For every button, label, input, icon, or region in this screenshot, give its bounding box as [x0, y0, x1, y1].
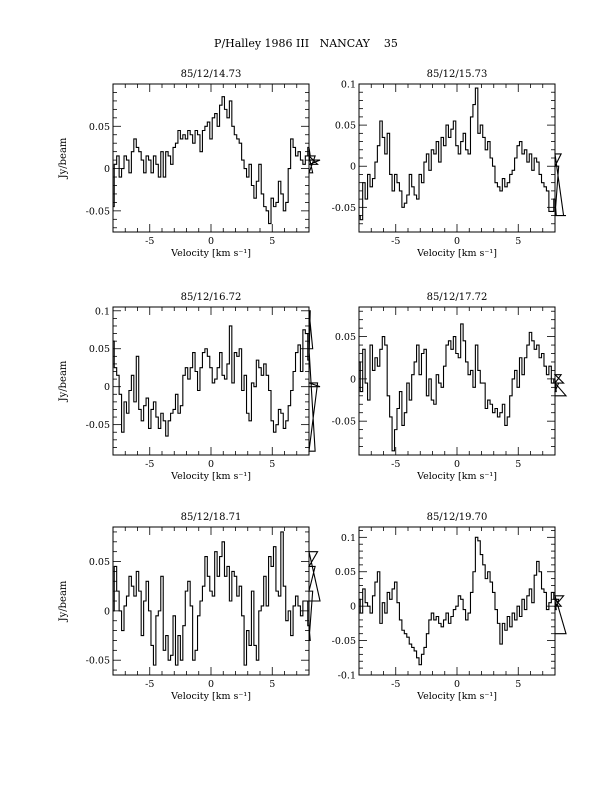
y-tick-label: 0.1 [95, 306, 110, 317]
plot-frame [112, 83, 310, 233]
x-tick-label: -5 [145, 236, 154, 247]
y-tick-label: 0 [104, 164, 110, 175]
x-axis-label: Velocity [km s⁻¹] [170, 248, 251, 259]
y-tick-label: 0.05 [335, 121, 356, 132]
spectrum-line [359, 323, 568, 452]
spectrum-line [359, 536, 567, 666]
panel-title: 85/12/14.73 [181, 69, 242, 80]
y-tick-label: 0 [104, 606, 110, 617]
x-tick-label: 0 [208, 236, 214, 247]
x-tick-label: -5 [145, 679, 154, 690]
x-tick-label: 5 [269, 679, 275, 690]
x-axis-label: Velocity [km s⁻¹] [416, 248, 497, 259]
x-tick-label: 0 [454, 459, 460, 470]
y-tick-label: 0.05 [89, 557, 110, 568]
x-axis-label: Velocity [km s⁻¹] [170, 471, 251, 482]
panel-3: 85/12/16.72 -5 0 5 -0.05 0 0.05 0.1 Velocity [km… [58, 292, 321, 482]
x-tick-label: 0 [454, 236, 460, 247]
x-axis-label: Velocity [km s⁻¹] [416, 691, 497, 702]
x-tick-label: 5 [515, 679, 521, 690]
x-tick-label: -5 [145, 459, 154, 470]
x-tick-label: 5 [515, 459, 521, 470]
spectrum-line [113, 531, 321, 666]
y-axis-label: Jy/beam [58, 580, 69, 622]
y-axis-label: Jy/beam [58, 137, 69, 179]
x-tick-label: -5 [391, 236, 400, 247]
plot-frame [358, 306, 556, 456]
panel-5: 85/12/18.71 -5 0 5 -0.05 0 0.05 Velocity [km s⁻… [58, 512, 321, 702]
x-tick-label: 5 [269, 459, 275, 470]
y-tick-label: 0 [350, 374, 356, 385]
y-tick-label: -0.1 [338, 671, 356, 682]
panel-title: 85/12/15.73 [427, 69, 488, 80]
spectrum-line [113, 96, 321, 225]
panel-1: 85/12/14.73 -5 0 5 -0.05 0 0.05 Velocity [km s⁻… [58, 69, 321, 259]
panel-4: 85/12/17.72 -5 0 5 -0.05 0 0.05 Velocity [km s⁻… [332, 292, 568, 482]
y-tick-label: -0.05 [332, 636, 356, 647]
y-tick-label: 0.05 [89, 344, 110, 355]
y-tick-label: 0.1 [341, 80, 356, 91]
y-tick-label: -0.05 [332, 203, 356, 214]
y-tick-label: 0.05 [89, 122, 110, 133]
y-tick-label: 0 [350, 602, 356, 613]
spectrum-line [359, 87, 567, 221]
spectrum-line [113, 310, 321, 452]
x-tick-label: 0 [454, 679, 460, 690]
y-tick-label: 0 [104, 382, 110, 393]
x-tick-label: 5 [269, 236, 275, 247]
y-tick-label: 0 [350, 162, 356, 173]
panel-2: 85/12/15.73 -5 0 5 -0.05 0 0.05 0.1 Velocity [km… [332, 69, 567, 259]
y-axis-label: Jy/beam [58, 360, 69, 402]
x-axis-label: Velocity [km s⁻¹] [170, 691, 251, 702]
panel-title: 85/12/17.72 [427, 292, 488, 303]
x-tick-label: -5 [391, 459, 400, 470]
x-tick-label: 0 [208, 459, 214, 470]
y-tick-label: 0.1 [341, 533, 356, 544]
x-tick-label: 5 [515, 236, 521, 247]
page-title: P/Halley 1986 III NANCAY 35 [214, 37, 398, 50]
plot-frame [112, 526, 310, 676]
plot-frame [358, 526, 556, 676]
x-axis-label: Velocity [km s⁻¹] [416, 471, 497, 482]
y-tick-label: -0.05 [332, 417, 356, 428]
plot-frame [358, 83, 556, 233]
y-tick-label: 0.05 [335, 567, 356, 578]
x-tick-label: -5 [391, 679, 400, 690]
panel-title: 85/12/19.70 [427, 512, 488, 523]
plot-frame [112, 306, 310, 456]
y-tick-label: 0.05 [335, 332, 356, 343]
panel-title: 85/12/16.72 [181, 292, 242, 303]
panel-6: 85/12/19.70 -5 0 5 -0.1 -0.05 0 0.05 0.1 Velocity… [332, 512, 567, 702]
x-tick-label: 0 [208, 679, 214, 690]
y-tick-label: -0.05 [86, 206, 110, 217]
panel-title: 85/12/18.71 [181, 512, 242, 523]
y-tick-label: -0.05 [86, 656, 110, 667]
y-tick-label: -0.05 [86, 420, 110, 431]
